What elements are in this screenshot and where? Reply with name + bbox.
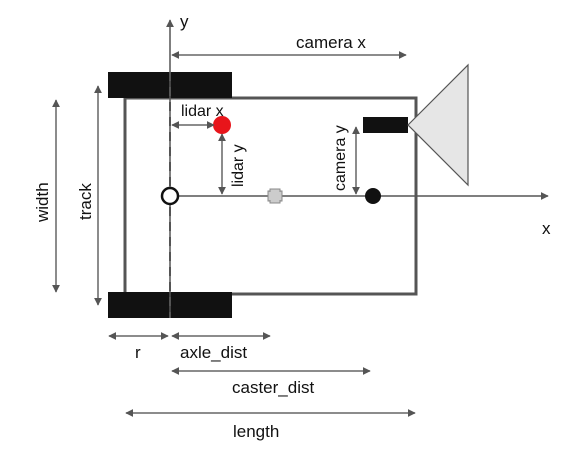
black-dot-icon <box>365 188 381 204</box>
cross-icon <box>267 188 283 204</box>
lidar-y-label: lidar y <box>230 144 247 187</box>
camera-body <box>363 117 408 133</box>
hollow-circle-icon <box>160 186 180 206</box>
r-label: r <box>135 343 141 362</box>
camera-cone-icon <box>407 63 469 187</box>
y-axis-label: y <box>180 12 189 31</box>
x-axis-label: x <box>542 219 551 238</box>
length-label: length <box>233 422 279 441</box>
width-label: width <box>33 182 52 223</box>
red-dot-icon <box>213 116 231 134</box>
track-label: track <box>76 183 95 220</box>
camera-x-label: camera x <box>296 33 366 52</box>
camera-y-label: camera y <box>332 125 349 191</box>
lidar-x-label: lidar x <box>181 103 224 120</box>
caster-dist-label: caster_dist <box>232 378 314 397</box>
axle-dist-label: axle_dist <box>180 343 247 362</box>
